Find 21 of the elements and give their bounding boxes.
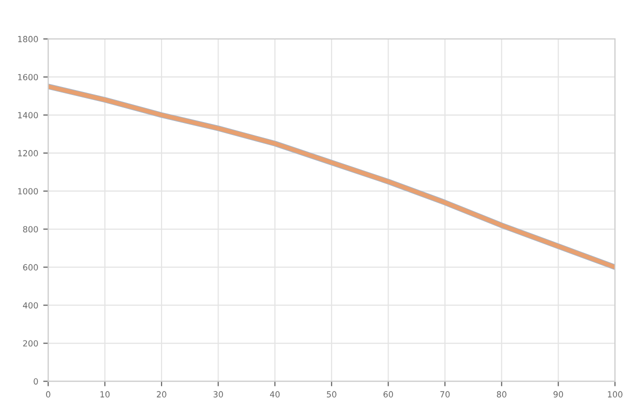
y-tick-label: 0 [34, 378, 38, 385]
x-tick-label: 40 [270, 391, 280, 398]
x-tick-label: 80 [496, 391, 506, 398]
x-tick-label: 100 [608, 391, 622, 398]
y-tick-label: 200 [23, 340, 38, 347]
y-tick-label: 1400 [18, 112, 38, 118]
x-tick-label: 20 [156, 391, 166, 398]
x-tick-label: 90 [554, 391, 564, 398]
y-tick-label: 600 [23, 264, 38, 270]
x-tick-label: 0 [46, 391, 50, 398]
x-tick-label: 50 [326, 391, 336, 398]
y-tick-label: 1600 [18, 74, 38, 80]
y-tick-label: 1800 [18, 36, 38, 42]
y-tick-label: 1200 [18, 150, 38, 156]
x-tick-label: 70 [440, 391, 450, 398]
y-tick-label: 400 [22, 302, 38, 309]
y-tick-label: 800 [23, 226, 38, 232]
y-tick-label: 1000 [18, 188, 38, 194]
x-tick-label: 60 [384, 391, 394, 398]
x-tick-label: 10 [100, 391, 110, 398]
x-tick-label: 30 [214, 391, 223, 398]
